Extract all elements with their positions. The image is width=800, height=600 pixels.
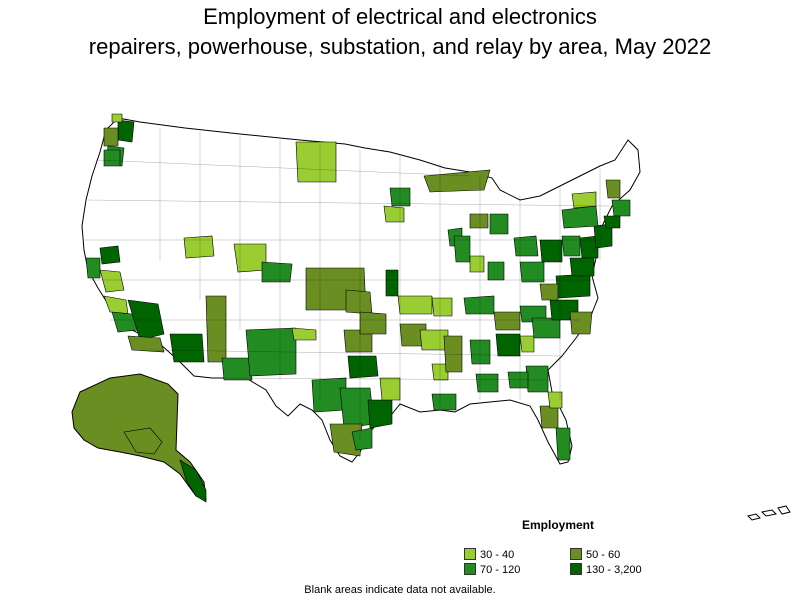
area-ca-sacramento xyxy=(99,245,121,265)
area-az-east xyxy=(205,295,227,363)
legend-title: Employment xyxy=(522,518,595,532)
legend-swatch-30-40 xyxy=(464,548,476,560)
map-title-line-2: repairers, powerhouse, substation, and r… xyxy=(88,34,712,59)
area-mn-minneapolis xyxy=(383,205,405,223)
legend-item-30-40: 30 - 40 xyxy=(464,548,514,561)
area-ca-sd xyxy=(127,335,165,353)
area-la-south xyxy=(431,393,457,411)
area-wa-olympia xyxy=(103,127,119,147)
area-az-phoenix xyxy=(169,333,205,363)
area-ca-sf xyxy=(85,257,101,279)
area-va xyxy=(555,273,591,299)
area-ms xyxy=(443,335,463,373)
area-nc-coast xyxy=(569,311,593,335)
hawaii-islands xyxy=(747,505,791,521)
area-ks-wichita xyxy=(345,289,373,315)
area-oh-central xyxy=(519,261,545,283)
area-mo-stl xyxy=(431,297,453,317)
area-boundaries xyxy=(84,128,611,440)
area-ny-north xyxy=(571,191,597,209)
legend-swatch-50-60 xyxy=(570,548,582,560)
area-mi-central xyxy=(469,213,489,229)
area-montana-east xyxy=(295,141,337,183)
area-oh-cleveland xyxy=(513,235,539,257)
area-mi-upper xyxy=(423,169,491,193)
area-al-south xyxy=(475,373,499,393)
map-title: Employment of electrical and electronics… xyxy=(0,2,800,62)
area-nm-central xyxy=(245,327,297,377)
area-nh xyxy=(605,179,621,199)
alaska-region-south xyxy=(123,427,163,455)
area-tx-houston xyxy=(367,399,393,429)
area-fl-tallahassee xyxy=(507,371,529,389)
legend-label-70-120: 70 - 120 xyxy=(480,564,521,576)
area-wa-bellingham xyxy=(111,113,123,123)
area-fl-tampa xyxy=(539,405,559,429)
legend-swatch-130-3200 xyxy=(570,563,582,575)
area-nv-reno xyxy=(183,235,215,259)
area-ia xyxy=(385,269,399,297)
area-tx-dallas xyxy=(347,355,379,379)
area-ky xyxy=(463,295,495,315)
area-va-west xyxy=(539,283,559,301)
area-wy-east xyxy=(261,261,293,283)
area-ma-boston xyxy=(611,199,631,217)
area-fl-miami xyxy=(555,427,571,461)
area-mo-kc xyxy=(397,295,433,315)
area-in-central xyxy=(487,261,505,281)
area-nm-north xyxy=(291,327,317,341)
area-pa-central xyxy=(561,235,581,257)
map-title-line-1: Employment of electrical and electronics xyxy=(203,4,597,29)
area-md-dc xyxy=(569,257,595,277)
area-ga-atlanta xyxy=(495,333,521,357)
area-pa-pittsburgh xyxy=(539,239,563,263)
area-seattle xyxy=(117,119,135,143)
area-ar xyxy=(419,329,449,351)
legend-item-130-3200: 130 - 3,200 xyxy=(570,563,642,576)
area-oregon-portland xyxy=(103,149,121,167)
area-tulsa xyxy=(359,311,387,335)
legend-label-50-60: 50 - 60 xyxy=(586,549,621,561)
area-ny-upstate xyxy=(561,205,599,229)
area-fl-orlando xyxy=(547,391,563,409)
legend-swatch-70-120 xyxy=(464,563,476,575)
area-in xyxy=(469,255,485,273)
legend-label-130-3200: 130 - 3,200 xyxy=(586,564,642,576)
area-ca-central xyxy=(99,269,125,293)
legend-item-70-120: 70 - 120 xyxy=(464,563,520,576)
area-tn-nashville xyxy=(493,311,521,331)
legend-label-30-40: 30 - 40 xyxy=(480,549,515,561)
alaska-panhandle xyxy=(179,459,207,503)
area-az-tucson xyxy=(221,357,253,381)
area-ct xyxy=(603,215,621,229)
area-sc xyxy=(531,317,561,339)
legend-item-50-60: 50 - 60 xyxy=(570,548,620,561)
area-tx-coast xyxy=(351,427,373,451)
blank-areas-note: Blank areas indicate data not available. xyxy=(304,584,496,596)
area-utah-slc xyxy=(233,243,267,273)
area-ga-north xyxy=(519,335,535,353)
area-fl-jacksonville xyxy=(525,365,549,393)
area-la-north xyxy=(379,377,401,401)
area-pa-east xyxy=(579,235,599,259)
area-mi-detroit xyxy=(489,213,509,235)
